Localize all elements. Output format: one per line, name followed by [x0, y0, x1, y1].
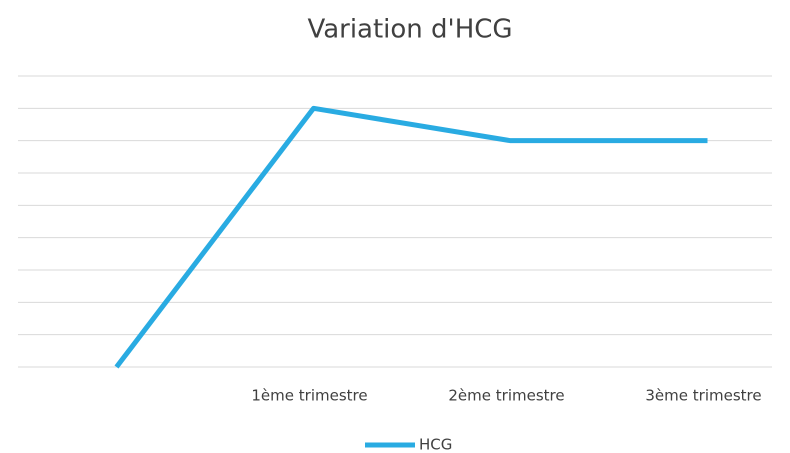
x-tick-label: 1ème trimestre: [251, 387, 367, 405]
legend-label: HCG: [419, 436, 452, 453]
data-line: [114, 105, 708, 369]
chart-title: Variation d'HCG: [307, 15, 512, 45]
x-tick-label: 3ème trimestre: [645, 387, 761, 405]
x-tick-label: 2ème trimestre: [448, 387, 564, 405]
